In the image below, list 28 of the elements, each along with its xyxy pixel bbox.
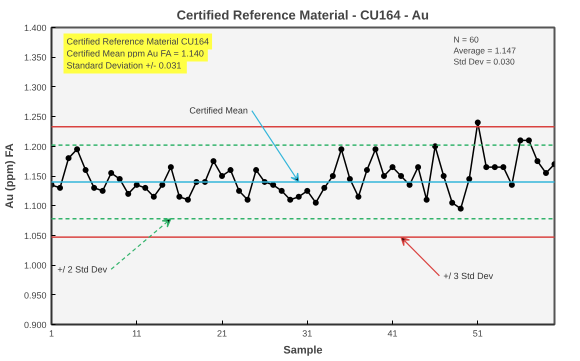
x-tick-label: 21 (217, 328, 228, 338)
y-tick-label: 1.050 (24, 230, 47, 241)
annotation: N = 60 (454, 34, 480, 44)
y-tick-label: 1.100 (24, 201, 47, 212)
y-tick-label: 1.400 (24, 23, 47, 33)
y-tick-label: 1.000 (24, 260, 47, 271)
y-tick-label: 1.250 (24, 112, 47, 122)
chart-title: Certified Reference Material - CU164 - Au (176, 8, 430, 22)
annotation: Standard Deviation +/- 0.031 (66, 60, 182, 70)
y-tick-label: 1.200 (24, 142, 47, 152)
x-tick-label: 41 (388, 328, 398, 338)
annotation: Certified Reference Material CU164 (66, 36, 210, 46)
x-tick-label: 1 (48, 328, 54, 338)
y-tick-label: 0.950 (24, 290, 47, 300)
y-tick-label: 1.350 (24, 52, 47, 63)
y-tick-label: 0.900 (24, 320, 47, 330)
annotation: Certified Mean (189, 106, 248, 116)
x-axis-title: Sample (283, 344, 323, 356)
y-tick-label: 1.300 (24, 82, 47, 92)
annotation: Average = 1.147 (454, 46, 516, 56)
x-tick-label: 11 (132, 328, 142, 338)
annotation: Std Dev = 0.030 (454, 56, 515, 66)
y-axis-title: Au (ppm) FA (4, 143, 16, 209)
y-tick-label: 1.150 (24, 172, 47, 182)
x-tick-label: 31 (302, 328, 312, 338)
annotation: +/ 2 Std Dev (57, 264, 108, 274)
x-tick-label: 51 (472, 328, 483, 338)
annotation: +/ 3 Std Dev (443, 270, 494, 281)
